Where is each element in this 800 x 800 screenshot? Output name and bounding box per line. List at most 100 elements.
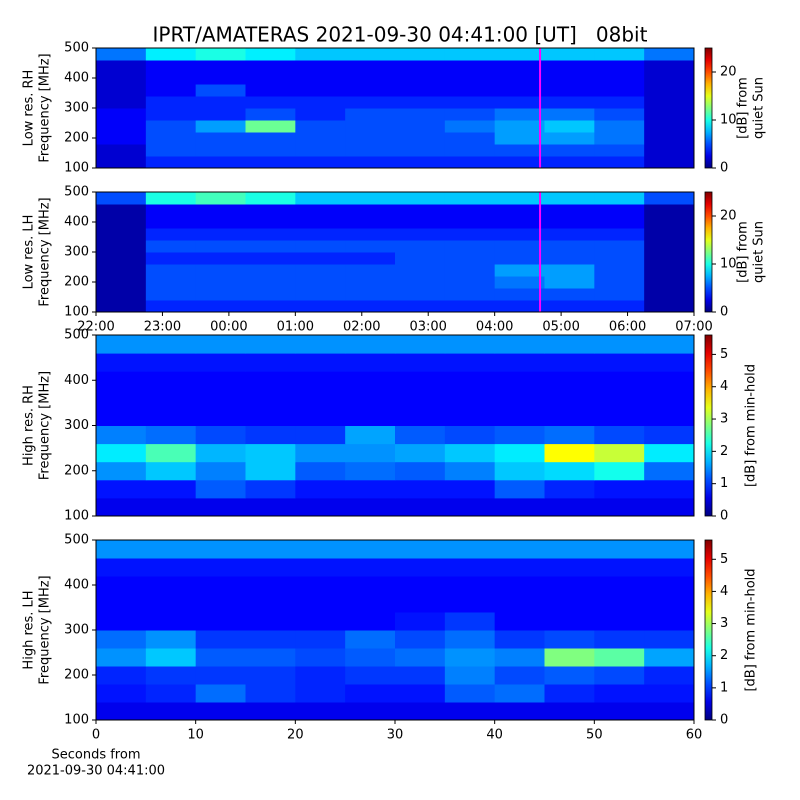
x-tick-label: 30 [387,728,404,743]
heatmap-cell [195,240,246,253]
heatmap-cell [644,612,695,631]
colorbar-tick-label: 20 [720,65,737,80]
heatmap-cell [544,192,595,205]
heatmap-cell [444,108,496,121]
heatmap-cell [295,335,346,354]
x-tick-label: 10 [187,728,204,743]
heatmap-cell [444,216,496,229]
heatmap-cell [395,120,446,133]
heatmap-cell [96,702,147,721]
heatmap-cell [544,228,595,241]
heatmap-cell [644,425,695,445]
heatmap-cell [594,276,645,289]
heatmap-cell [145,120,197,133]
heatmap-cell [345,216,396,229]
heatmap-cell [494,120,545,133]
heatmap-cell [644,288,695,301]
heatmap-cell [345,60,396,73]
heatmap-cell [195,443,246,463]
heatmap-cell [444,132,496,145]
heatmap-cell [444,702,496,721]
heatmap-cell [195,540,246,559]
heatmap-cell [345,353,396,372]
heatmap-cell [395,228,446,241]
heatmap-cell [594,612,645,631]
heatmap-cell [395,407,446,426]
heatmap-cell [444,120,496,133]
heatmap-cell [245,335,296,354]
colorbar-tick-label: 20 [720,209,737,224]
heatmap-cell [544,204,595,217]
heatmap-cell [544,461,595,481]
x-tick-label: 04:00 [476,320,513,335]
heatmap-cell [345,425,396,445]
heatmap-cell [444,425,496,445]
heatmap-cell [395,240,446,253]
heatmap-cell [444,276,496,289]
heatmap-cell [345,648,396,667]
heatmap-cell [544,300,595,313]
heatmap-cell [544,144,595,157]
heatmap-cell [195,684,246,703]
heatmap-cell [494,48,545,61]
heatmap-cell [195,497,246,517]
heatmap-cell [444,407,496,426]
heatmap-cell [145,48,197,61]
heatmap-cell [195,630,246,649]
x-tick-label: 60 [686,728,703,743]
heatmap-cell [395,666,446,685]
heatmap-cell [544,252,595,265]
heatmap-cell [345,204,396,217]
y-tick-label: 300 [64,418,89,433]
heatmap-cell [494,353,545,372]
y-tick-label: 300 [64,623,89,638]
heatmap-cell [594,666,645,685]
y-tick-label: 300 [64,245,89,260]
heatmap-cell [594,48,645,61]
heatmap-cell [444,576,496,595]
heatmap-cell [395,288,446,301]
heatmap-cell [494,461,545,481]
heatmap-cell [96,216,147,229]
heatmap-cell [195,264,246,277]
colorbar-tick-label: 5 [720,347,728,362]
heatmap-cell [494,300,545,313]
heatmap-cell [494,72,545,85]
heatmap-cell [96,264,147,277]
colorbar-tick-label: 0 [720,161,728,176]
colorbar-tick-label: 0 [720,305,728,320]
heatmap-cell [145,276,197,289]
heatmap-cell [195,252,246,265]
colorbar-tick-label: 4 [720,379,728,394]
heatmap-cell [644,108,695,121]
heatmap-cell [494,612,545,631]
colorbar [704,191,713,313]
heatmap-cell [494,479,545,499]
y-axis-label: High res. LH [22,590,37,669]
heatmap-cell [444,252,496,265]
heatmap-cell [295,558,346,577]
heatmap-cell [96,425,147,445]
heatmap-cell [345,240,396,253]
heatmap-cell [444,371,496,390]
y-tick-label: 400 [64,71,89,86]
heatmap-cell [345,228,396,241]
heatmap-cell [494,425,545,445]
heatmap-cell [644,666,695,685]
heatmap-cell [395,497,446,517]
heatmap-cell [544,288,595,301]
heatmap-cell [544,335,595,354]
heatmap-cell [644,630,695,649]
heatmap-cell [195,72,246,85]
heatmap-cell [96,132,147,145]
heatmap-cell [245,228,296,241]
heatmap-cell [195,192,246,205]
heatmap-cell [494,240,545,253]
heatmap-cell [145,594,197,613]
heatmap-cell [395,425,446,445]
heatmap-cell [594,300,645,313]
heatmap-cell [544,276,595,289]
colorbar-label: quiet Sun [752,77,767,139]
heatmap-cell [494,558,545,577]
heatmap-cell [96,407,147,426]
